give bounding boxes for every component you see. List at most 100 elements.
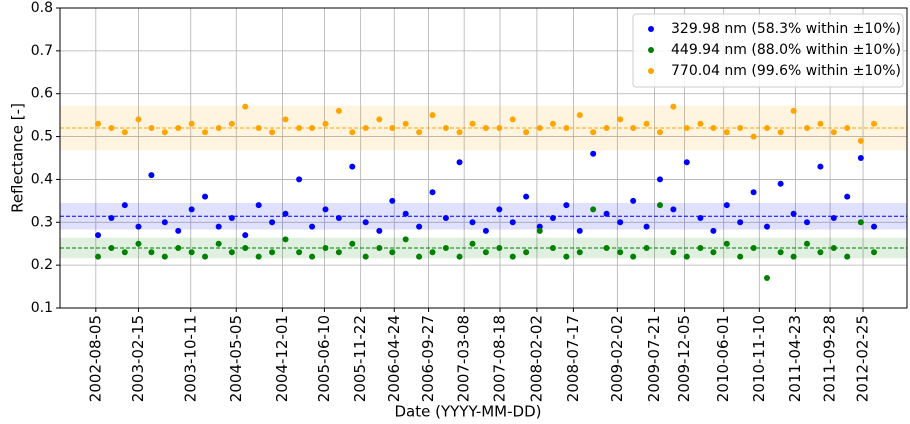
data-point	[617, 219, 624, 226]
data-point	[871, 223, 878, 230]
data-point	[469, 219, 476, 226]
data-point	[215, 240, 222, 247]
data-point	[630, 197, 637, 204]
data-point	[322, 206, 329, 213]
data-point	[282, 210, 289, 217]
data-point	[710, 249, 717, 256]
data-point	[710, 227, 717, 234]
data-point	[349, 240, 356, 247]
data-point	[723, 240, 730, 247]
x-tick-label: 2005-11-22	[351, 315, 369, 402]
y-tick-label: 0.4	[31, 171, 53, 187]
data-point	[282, 116, 289, 123]
data-point	[656, 129, 663, 136]
data-point	[630, 253, 637, 260]
y-tick-label: 0.5	[31, 129, 53, 145]
data-point	[723, 202, 730, 209]
data-point	[683, 159, 690, 166]
data-point	[549, 120, 556, 127]
data-point	[188, 206, 195, 213]
data-point	[617, 116, 624, 123]
data-point	[202, 129, 209, 136]
x-tick-label: 2005-06-10	[315, 315, 333, 402]
data-point	[175, 245, 182, 251]
data-point	[349, 163, 356, 170]
data-point	[296, 125, 303, 131]
data-point	[817, 120, 824, 127]
data-point	[670, 206, 677, 213]
data-point	[362, 253, 369, 260]
data-point	[269, 219, 276, 226]
data-point	[335, 107, 342, 114]
data-point	[215, 223, 222, 230]
data-point	[737, 253, 744, 260]
data-point	[296, 176, 303, 183]
data-point	[590, 206, 597, 213]
data-point	[509, 219, 516, 226]
y-tick-label: 0.8	[31, 0, 53, 16]
data-point	[536, 125, 543, 131]
x-tick-label: 2004-12-01	[273, 315, 291, 402]
data-point	[737, 219, 744, 226]
data-point	[135, 116, 142, 123]
data-point	[764, 223, 771, 230]
x-tick-label: 2009-07-21	[645, 315, 663, 402]
data-point	[790, 210, 797, 217]
data-point	[402, 120, 409, 127]
data-point	[830, 129, 837, 136]
data-point	[95, 253, 102, 260]
data-point	[523, 193, 530, 200]
data-point	[830, 245, 837, 251]
data-point	[416, 253, 423, 260]
data-point	[817, 249, 824, 256]
x-tick-label: 2006-09-27	[419, 315, 437, 402]
legend-label: 329.98 nm (58.3% within ±10%)	[671, 21, 901, 37]
x-tick-label: 2004-05-05	[227, 315, 245, 402]
data-point	[429, 249, 436, 256]
data-point	[242, 103, 249, 110]
plot-frame	[59, 7, 908, 309]
data-point	[777, 129, 784, 136]
data-point	[670, 249, 677, 256]
data-point	[590, 150, 597, 157]
data-point	[322, 120, 329, 127]
data-point	[496, 206, 503, 213]
data-point	[389, 249, 396, 256]
data-point	[148, 249, 155, 256]
data-point	[857, 219, 864, 226]
data-point	[576, 112, 583, 119]
data-point	[750, 133, 757, 140]
data-point	[817, 163, 824, 170]
data-point	[242, 232, 249, 239]
data-point	[255, 202, 262, 209]
data-point	[523, 249, 530, 256]
data-point	[482, 125, 489, 131]
data-point	[188, 120, 195, 127]
x-tick-label: 2010-11-10	[750, 315, 768, 402]
data-point	[161, 219, 168, 226]
data-point	[509, 116, 516, 123]
x-tick-label: 2006-04-24	[385, 315, 403, 402]
data-point	[723, 129, 730, 136]
x-tick-label: 2007-08-18	[490, 315, 508, 402]
data-point	[670, 103, 677, 110]
data-point	[95, 232, 102, 239]
data-point	[697, 120, 704, 127]
y-tick-label: 0.3	[31, 214, 53, 230]
data-point	[482, 249, 489, 256]
data-point	[228, 249, 235, 256]
y-tick-label: 0.7	[31, 43, 53, 59]
y-tick-label: 0.2	[31, 257, 53, 273]
data-point	[469, 240, 476, 247]
data-point	[161, 129, 168, 136]
data-point	[804, 240, 811, 247]
data-point	[656, 176, 663, 183]
data-point	[764, 125, 771, 131]
data-point	[148, 172, 155, 179]
data-point	[777, 180, 784, 187]
x-tick-label: 2003-10-11	[181, 315, 199, 402]
x-tick-label: 2003-02-15	[129, 315, 147, 402]
data-point	[376, 227, 383, 234]
y-tick-label: 0.6	[31, 86, 53, 102]
data-point	[603, 210, 610, 217]
